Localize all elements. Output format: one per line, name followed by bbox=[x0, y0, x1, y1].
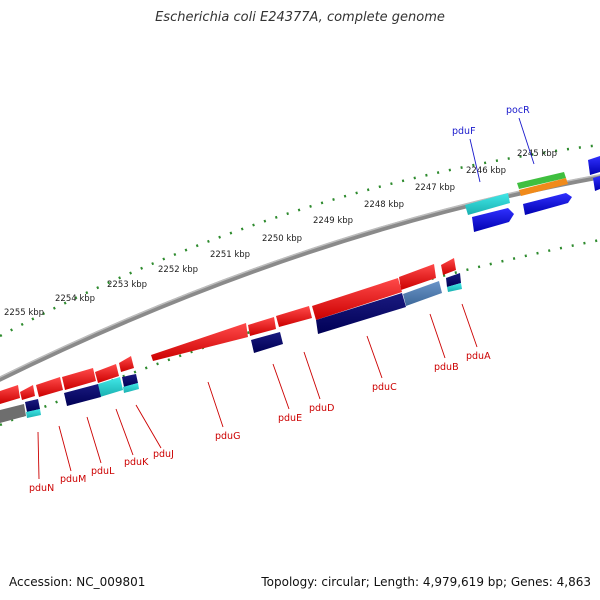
gene-pduG bbox=[151, 323, 248, 361]
gene-pduL bbox=[62, 368, 96, 390]
scale-label: 2246 kbp bbox=[466, 166, 506, 176]
gene-label-pduJ: pduJ bbox=[153, 449, 174, 460]
scale-label: 2250 kbp bbox=[262, 234, 302, 244]
gene-pduE bbox=[248, 317, 276, 336]
gene-label-pduC: pduC bbox=[372, 382, 397, 393]
gene-pduD bbox=[276, 306, 312, 327]
forward-gene-labels: pduF pocR bbox=[452, 105, 530, 137]
scale-labels: 2245 kbp 2246 kbp 2247 kbp 2248 kbp 2249… bbox=[4, 149, 557, 318]
gene-label-pduD: pduD bbox=[309, 403, 334, 414]
accession-text: Accession: NC_009801 bbox=[9, 575, 146, 589]
gene-label-pduM: pduM bbox=[60, 474, 86, 485]
gene-label-pduB: pduB bbox=[434, 362, 459, 373]
scale-label: 2249 kbp bbox=[313, 216, 353, 226]
gene-pduM bbox=[36, 377, 63, 397]
gene-label-pduE: pduE bbox=[278, 413, 302, 424]
scale-label: 2245 kbp bbox=[517, 149, 557, 159]
forward-genes bbox=[465, 156, 600, 232]
genome-summary-text: Topology: circular; Length: 4,979,619 bp… bbox=[261, 575, 591, 589]
gene-pduJ bbox=[119, 356, 134, 372]
scale-label: 2253 kbp bbox=[107, 280, 147, 290]
gene-pduC bbox=[312, 278, 402, 320]
genome-backbone bbox=[0, 174, 600, 382]
gene-label-pduG: pduG bbox=[215, 431, 240, 442]
reverse-gene-labels: pduA pduB pduC pduD pduE pduG pduJ pduK … bbox=[29, 351, 491, 494]
scale-label: 2254 kbp bbox=[55, 294, 95, 304]
gene-label-pocR: pocR bbox=[506, 105, 530, 116]
gene-label-pduN: pduN bbox=[29, 483, 54, 494]
gene-label-pduK: pduK bbox=[124, 457, 149, 468]
gene-pocR bbox=[517, 172, 566, 189]
map-title: Escherichia coli E24377A, complete genom… bbox=[155, 10, 445, 25]
scale-label: 2255 kbp bbox=[4, 308, 44, 318]
forward-label-lines bbox=[469, 117, 535, 183]
gene-pduB bbox=[399, 264, 436, 290]
scale-label: 2251 kbp bbox=[210, 250, 250, 260]
gene-label-pduA: pduA bbox=[466, 351, 491, 362]
gene-label-pduL: pduL bbox=[91, 466, 115, 477]
gene-pduF bbox=[465, 193, 510, 215]
scale-label: 2248 kbp bbox=[364, 200, 404, 210]
reverse-genes bbox=[0, 258, 462, 423]
reverse-label-lines bbox=[37, 303, 478, 480]
gene-pduA bbox=[441, 258, 456, 275]
scale-label: 2252 kbp bbox=[158, 265, 198, 275]
gene-pduN bbox=[20, 385, 35, 400]
gene-label-pduF: pduF bbox=[452, 126, 476, 137]
gene-pduK bbox=[95, 364, 119, 383]
scale-label: 2247 kbp bbox=[415, 183, 455, 193]
